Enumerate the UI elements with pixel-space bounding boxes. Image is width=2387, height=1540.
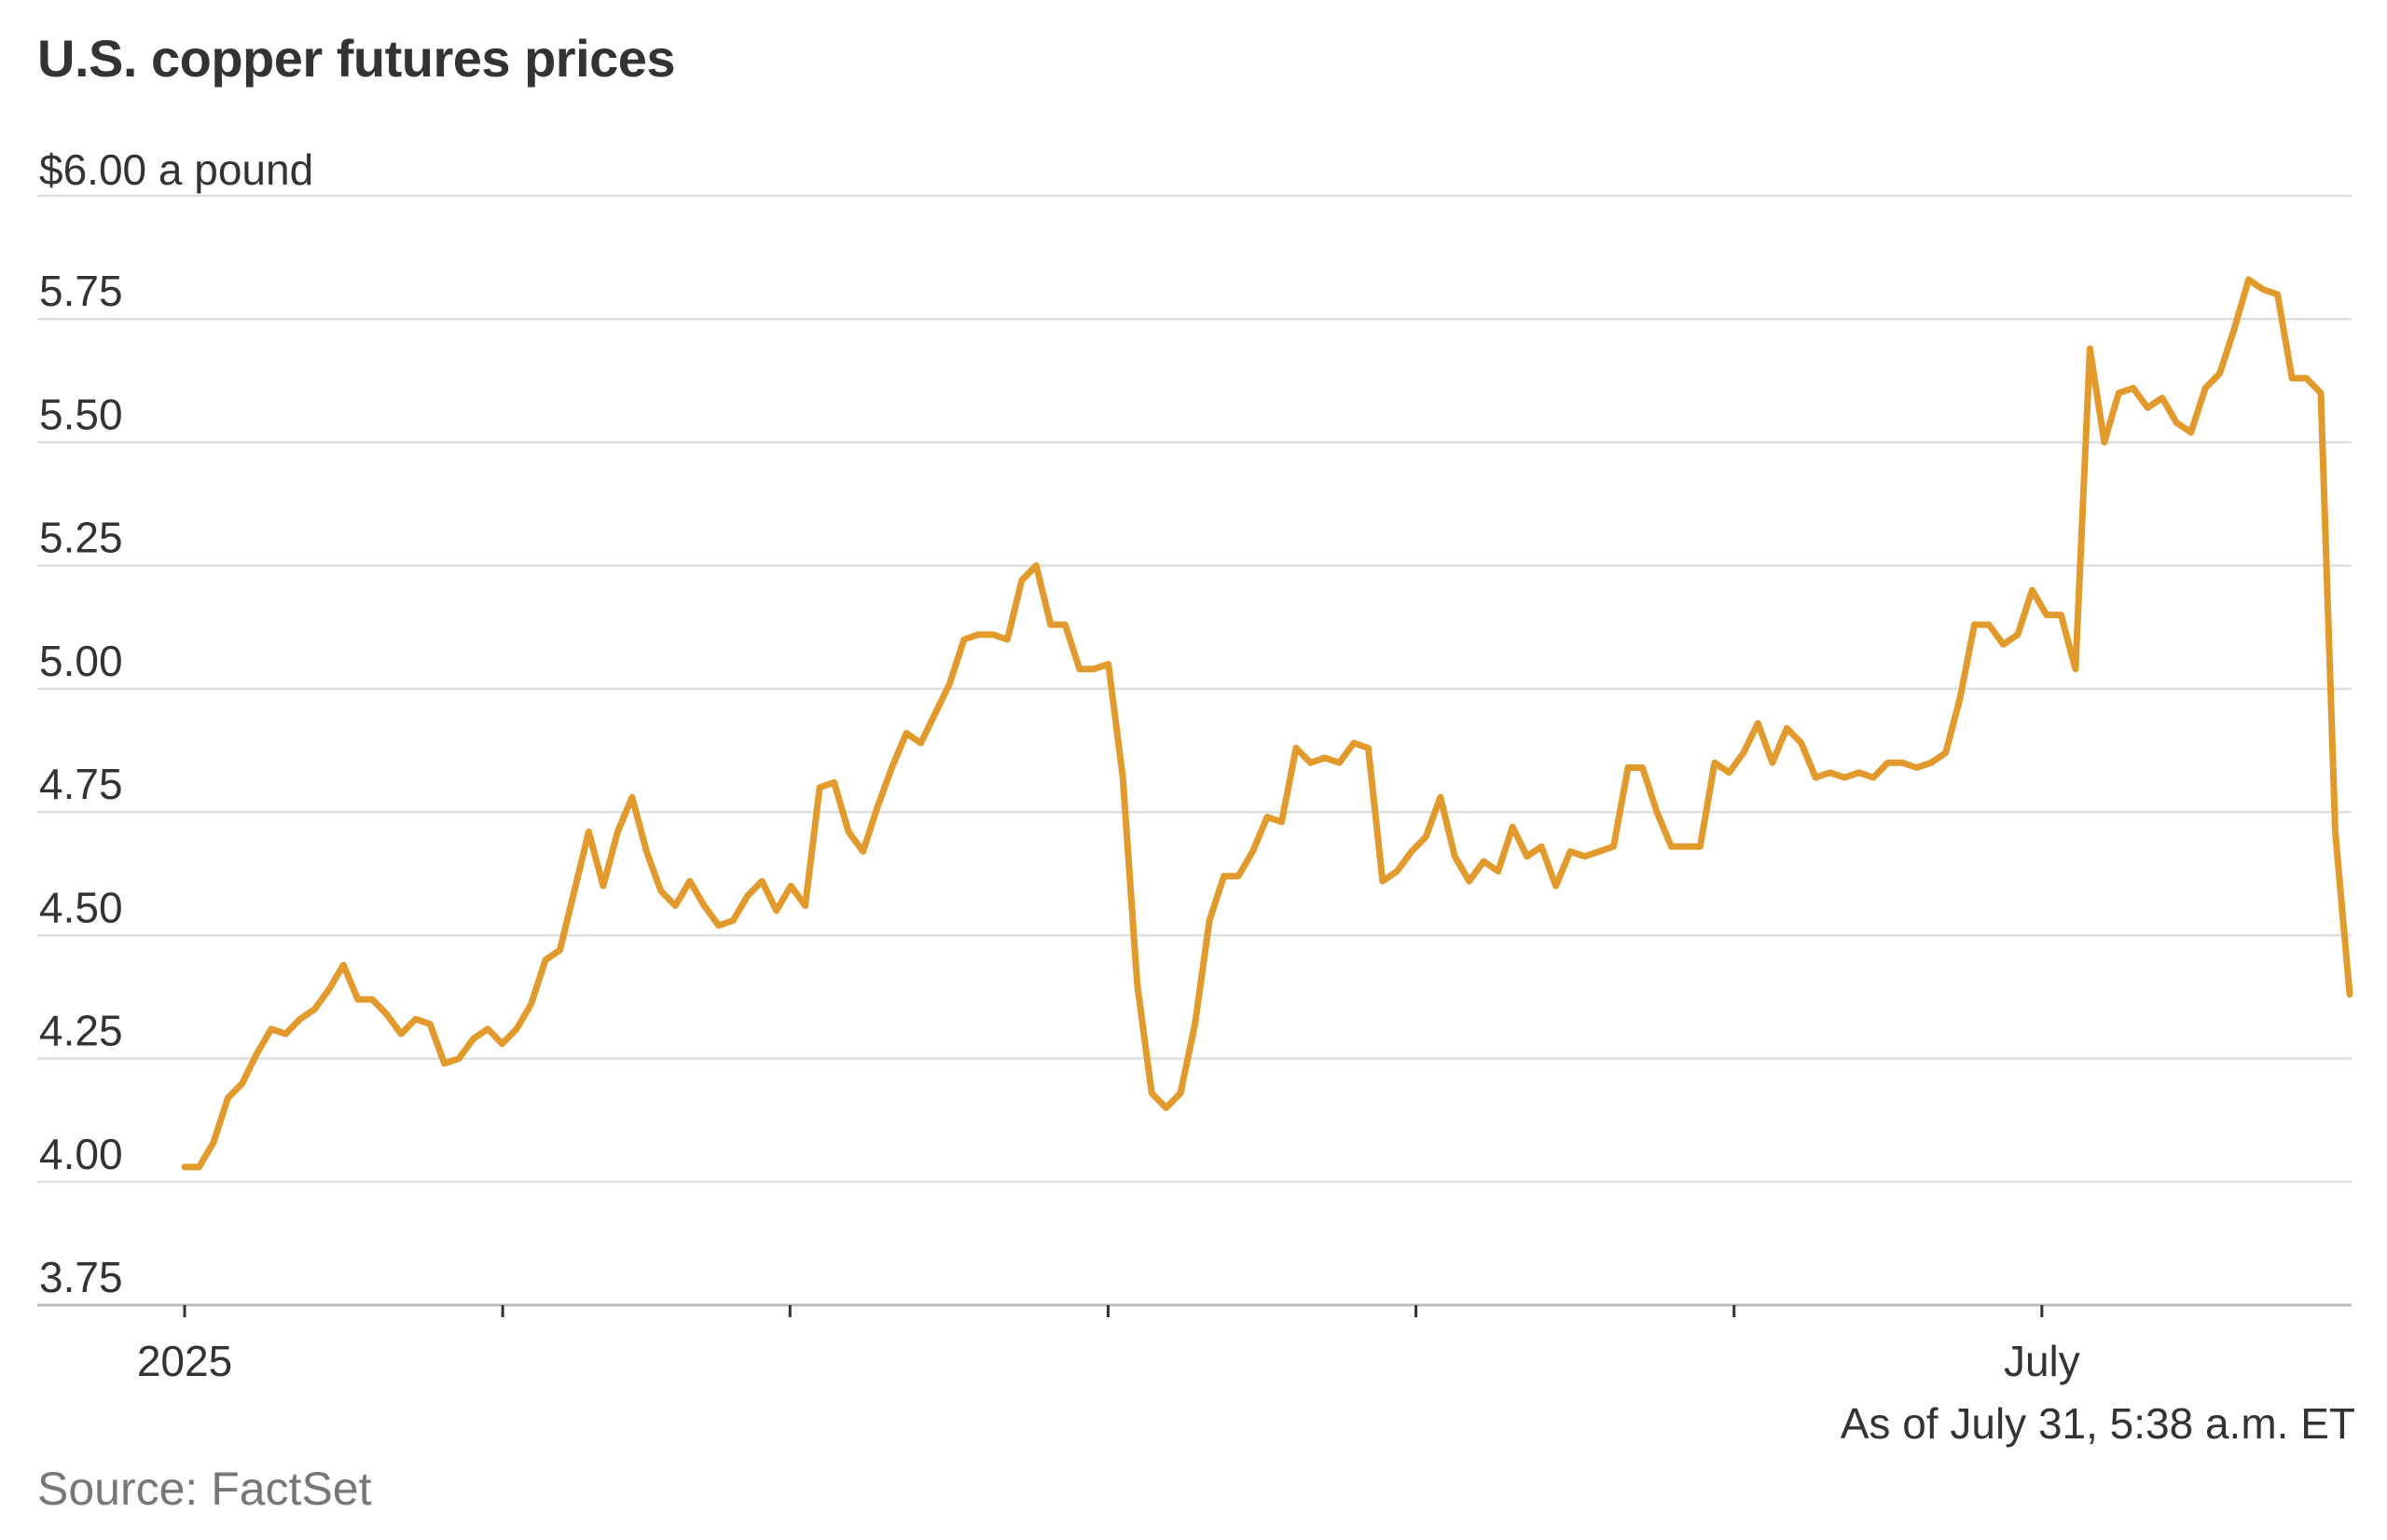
y-tick-label: 4.50 — [39, 883, 123, 931]
x-tick-label: July — [2004, 1337, 2080, 1385]
x-axis-ticks: 2025 July — [137, 1305, 2080, 1385]
y-axis-unit-label: $6.00 a pound — [39, 145, 313, 194]
y-tick-label: 4.25 — [39, 1007, 123, 1055]
as-of-note: As of July 31, 5:38 a.m. ET — [1840, 1399, 2355, 1448]
gridlines — [37, 194, 2352, 1307]
y-tick-label: 4.75 — [39, 760, 123, 808]
y-tick-label: 5.75 — [39, 267, 123, 315]
y-axis-labels: 5.75 5.50 5.25 5.00 4.75 4.50 4.25 4.00 3.75 — [39, 267, 123, 1301]
source-note: Source: FactSet — [37, 1463, 372, 1515]
y-tick-label: 5.50 — [39, 390, 123, 438]
y-tick-label: 4.00 — [39, 1130, 123, 1178]
chart-title: U.S. copper futures prices — [37, 29, 676, 88]
price-series-line — [181, 276, 2353, 1171]
y-tick-label: 5.25 — [39, 514, 123, 562]
x-tick-label: 2025 — [137, 1337, 232, 1385]
y-tick-label: 3.75 — [39, 1253, 123, 1301]
series-layer — [181, 276, 2353, 1171]
y-tick-label: 5.00 — [39, 637, 123, 685]
